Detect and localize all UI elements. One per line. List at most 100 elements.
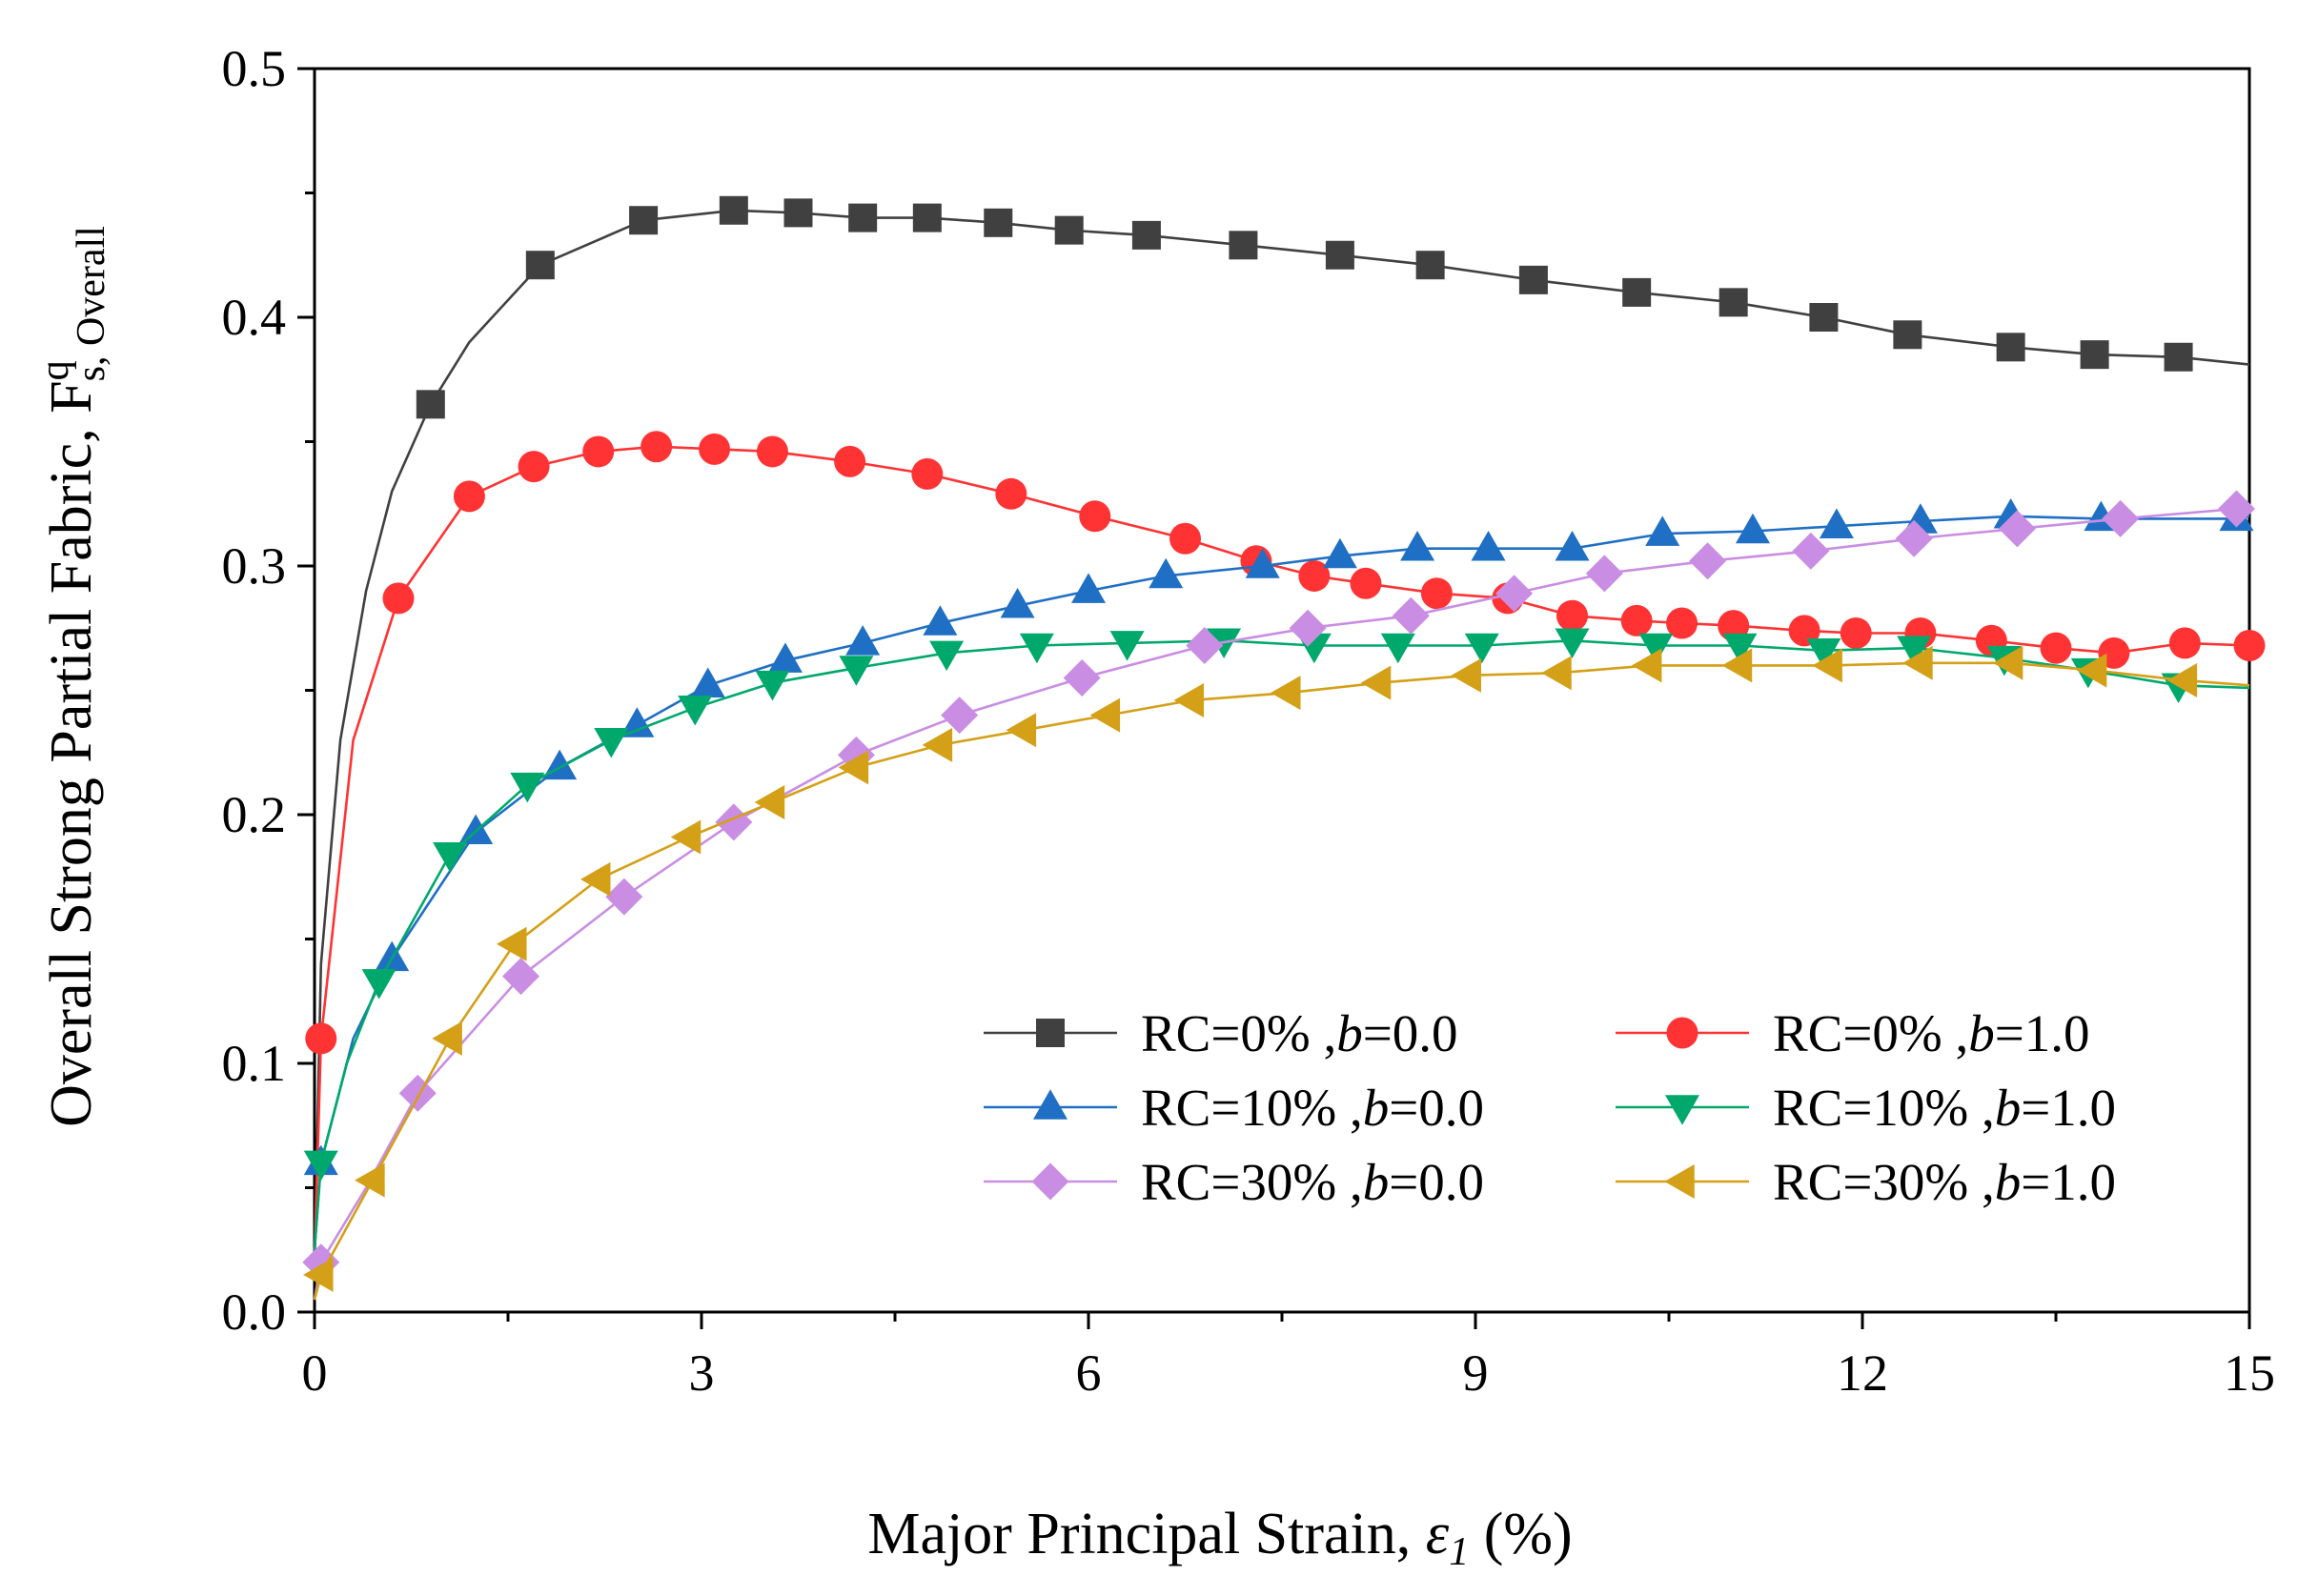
data-point <box>1063 658 1101 697</box>
data-point <box>1471 530 1506 561</box>
data-point <box>1006 713 1037 748</box>
data-point <box>2102 499 2140 537</box>
legend-label: RC=10% ,b=1.0 <box>1773 1079 2116 1137</box>
data-point <box>1149 557 1184 589</box>
data-point <box>1173 682 1205 717</box>
data-point <box>911 457 944 490</box>
data-point <box>1666 607 1698 639</box>
data-point <box>941 697 979 735</box>
data-point <box>1169 522 1201 555</box>
series-5 <box>302 490 2255 1301</box>
legend-item: RC=10% ,b=1.0 <box>1616 1079 2116 1137</box>
data-point <box>1996 333 2025 362</box>
data-point <box>1071 573 1106 603</box>
data-point <box>453 480 485 513</box>
data-point <box>2080 340 2109 370</box>
data-point <box>699 433 731 465</box>
data-point <box>1325 240 1354 270</box>
data-point <box>767 642 803 673</box>
data-point <box>398 1074 437 1112</box>
data-point <box>432 1020 462 1056</box>
data-point <box>1809 303 1839 332</box>
legend-label: RC=30% ,b=0.0 <box>1141 1153 1484 1211</box>
data-point <box>2168 627 2201 659</box>
data-point <box>755 670 790 701</box>
data-point <box>922 727 953 762</box>
data-point <box>1631 648 1662 683</box>
data-point <box>1298 559 1331 592</box>
legend-marker <box>1665 1095 1699 1125</box>
data-point <box>690 667 725 698</box>
data-point <box>416 390 445 419</box>
data-point <box>2166 663 2198 698</box>
data-point <box>1812 648 1842 683</box>
data-point <box>1585 555 1623 593</box>
data-point <box>1245 548 1280 578</box>
data-point <box>1689 542 1727 580</box>
legend-label: RC=30% ,b=1.0 <box>1773 1153 2116 1211</box>
data-point <box>361 969 397 1000</box>
legend-item: RC=10% ,b=0.0 <box>984 1079 1484 1137</box>
data-point <box>1902 645 1933 680</box>
data-point <box>305 1022 337 1055</box>
data-point <box>670 819 702 855</box>
data-point <box>678 696 713 726</box>
data-point <box>754 784 785 819</box>
data-point <box>1992 645 2023 680</box>
data-point <box>1819 508 1854 538</box>
data-point <box>845 625 881 656</box>
data-point <box>1806 637 1841 669</box>
data-point <box>1495 575 1534 613</box>
x-tick-label: 6 <box>1076 1344 1102 1402</box>
data-point <box>1718 288 1748 317</box>
data-point <box>620 707 655 737</box>
legend-marker <box>1666 1017 1698 1049</box>
y-tick-label: 0.0 <box>222 1283 287 1341</box>
data-point <box>582 435 615 468</box>
data-point <box>756 435 788 468</box>
data-point <box>1451 657 1481 693</box>
data-point <box>1089 697 1121 733</box>
data-point <box>382 582 415 615</box>
data-point <box>1638 633 1674 664</box>
legend-marker <box>1664 1164 1695 1199</box>
data-point <box>1897 636 1932 666</box>
data-point <box>525 251 555 280</box>
data-point <box>355 1162 385 1198</box>
data-point <box>1360 665 1392 700</box>
legend-item: RC=0% ,b=1.0 <box>1616 1004 2089 1062</box>
data-point <box>838 750 869 785</box>
legend-marker <box>1031 1162 1069 1201</box>
data-point <box>605 878 643 916</box>
data-point <box>1556 599 1588 632</box>
y-axis-title: Overall Strong Partial Fabric, Fqs, Over… <box>33 226 113 1127</box>
data-point <box>1019 633 1054 664</box>
series-3 <box>303 498 2254 1250</box>
data-point <box>1380 633 1415 664</box>
data-point <box>2040 632 2072 664</box>
data-point <box>1735 513 1770 544</box>
data-point <box>1400 530 1435 561</box>
data-point <box>923 605 958 636</box>
data-point <box>1893 320 1922 350</box>
series-6 <box>303 645 2250 1301</box>
data-point <box>1555 530 1590 561</box>
y-tick-label: 0.2 <box>222 786 287 843</box>
data-point <box>1229 231 1258 260</box>
legend-item: RC=30% ,b=0.0 <box>984 1153 1484 1211</box>
data-point <box>1645 515 1680 546</box>
data-point <box>1079 500 1111 533</box>
data-point <box>1054 215 1084 245</box>
data-point <box>497 926 527 961</box>
series-2 <box>305 431 2266 1263</box>
data-point <box>303 1257 334 1292</box>
data-point <box>995 477 1027 510</box>
data-point <box>1998 510 2036 548</box>
data-point <box>1000 588 1035 618</box>
y-tick-label: 0.3 <box>222 537 287 595</box>
data-point <box>1464 633 1499 664</box>
x-tick-label: 12 <box>1837 1344 1888 1402</box>
legend-item: RC=30% ,b=1.0 <box>1616 1153 2116 1211</box>
